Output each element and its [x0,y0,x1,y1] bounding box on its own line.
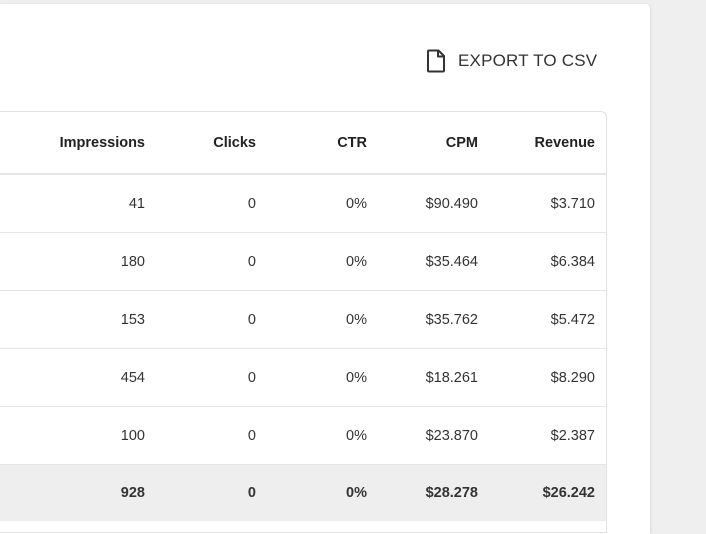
cell-impressions: 454 [36,348,156,407]
table-row: 41 0 0% $90.490 $3.710 [0,174,606,233]
cell-cpm: $90.490 [378,174,489,233]
cell-revenue: $8.290 [489,348,606,407]
table-row: 153 0 0% $35.762 $5.472 [0,290,606,349]
cell-cpm: $35.464 [378,232,489,291]
cell-ctr: 0% [267,406,378,465]
cell-ctr: 0% [267,174,378,233]
column-header-revenue[interactable]: Revenue [489,112,606,175]
cell-revenue: $3.710 [489,174,606,233]
cell-clicks: 0 [156,290,267,349]
report-card: EXPORT TO CSV Impressions Clicks CTR CPM… [0,4,650,534]
cell-cpm: $35.762 [378,290,489,349]
table-total-row: 928 0 0% $28.278 $26.242 [0,464,606,521]
total-revenue: $26.242 [489,464,606,521]
column-header-ctr[interactable]: CTR [267,112,378,175]
total-clicks: 0 [156,464,267,521]
column-header-cpm[interactable]: CPM [378,112,489,175]
file-icon [427,49,445,73]
cell-ctr: 0% [267,232,378,291]
cell-impressions: 100 [36,406,156,465]
cell-clicks: 0 [156,232,267,291]
header-spacer [0,112,36,175]
total-ctr: 0% [267,464,378,521]
cell-clicks: 0 [156,174,267,233]
total-impressions: 928 [36,464,156,521]
cell-impressions: 180 [36,232,156,291]
table-row: 454 0 0% $18.261 $8.290 [0,348,606,407]
cell-clicks: 0 [156,406,267,465]
cell-impressions: 153 [36,290,156,349]
row-spacer [0,174,36,233]
cell-clicks: 0 [156,348,267,407]
total-cpm: $28.278 [378,464,489,521]
cell-revenue: $2.387 [489,406,606,465]
cell-impressions: 41 [36,174,156,233]
cell-cpm: $23.870 [378,406,489,465]
table-header-row: Impressions Clicks CTR CPM Revenue [0,112,606,175]
row-spacer [0,406,36,465]
column-header-clicks[interactable]: Clicks [156,112,267,175]
report-table: Impressions Clicks CTR CPM Revenue 41 0 … [0,111,607,533]
row-spacer [0,348,36,407]
row-spacer [0,232,36,291]
cell-cpm: $18.261 [378,348,489,407]
cell-ctr: 0% [267,290,378,349]
cell-revenue: $5.472 [489,290,606,349]
row-spacer [0,290,36,349]
column-header-impressions[interactable]: Impressions [36,112,156,175]
export-to-csv-button[interactable]: EXPORT TO CSV [416,41,607,81]
cell-ctr: 0% [267,348,378,407]
export-button-label: EXPORT TO CSV [458,51,598,70]
table-row: 180 0 0% $35.464 $6.384 [0,232,606,291]
row-spacer [0,464,36,521]
cell-revenue: $6.384 [489,232,606,291]
table-row: 100 0 0% $23.870 $2.387 [0,406,606,465]
